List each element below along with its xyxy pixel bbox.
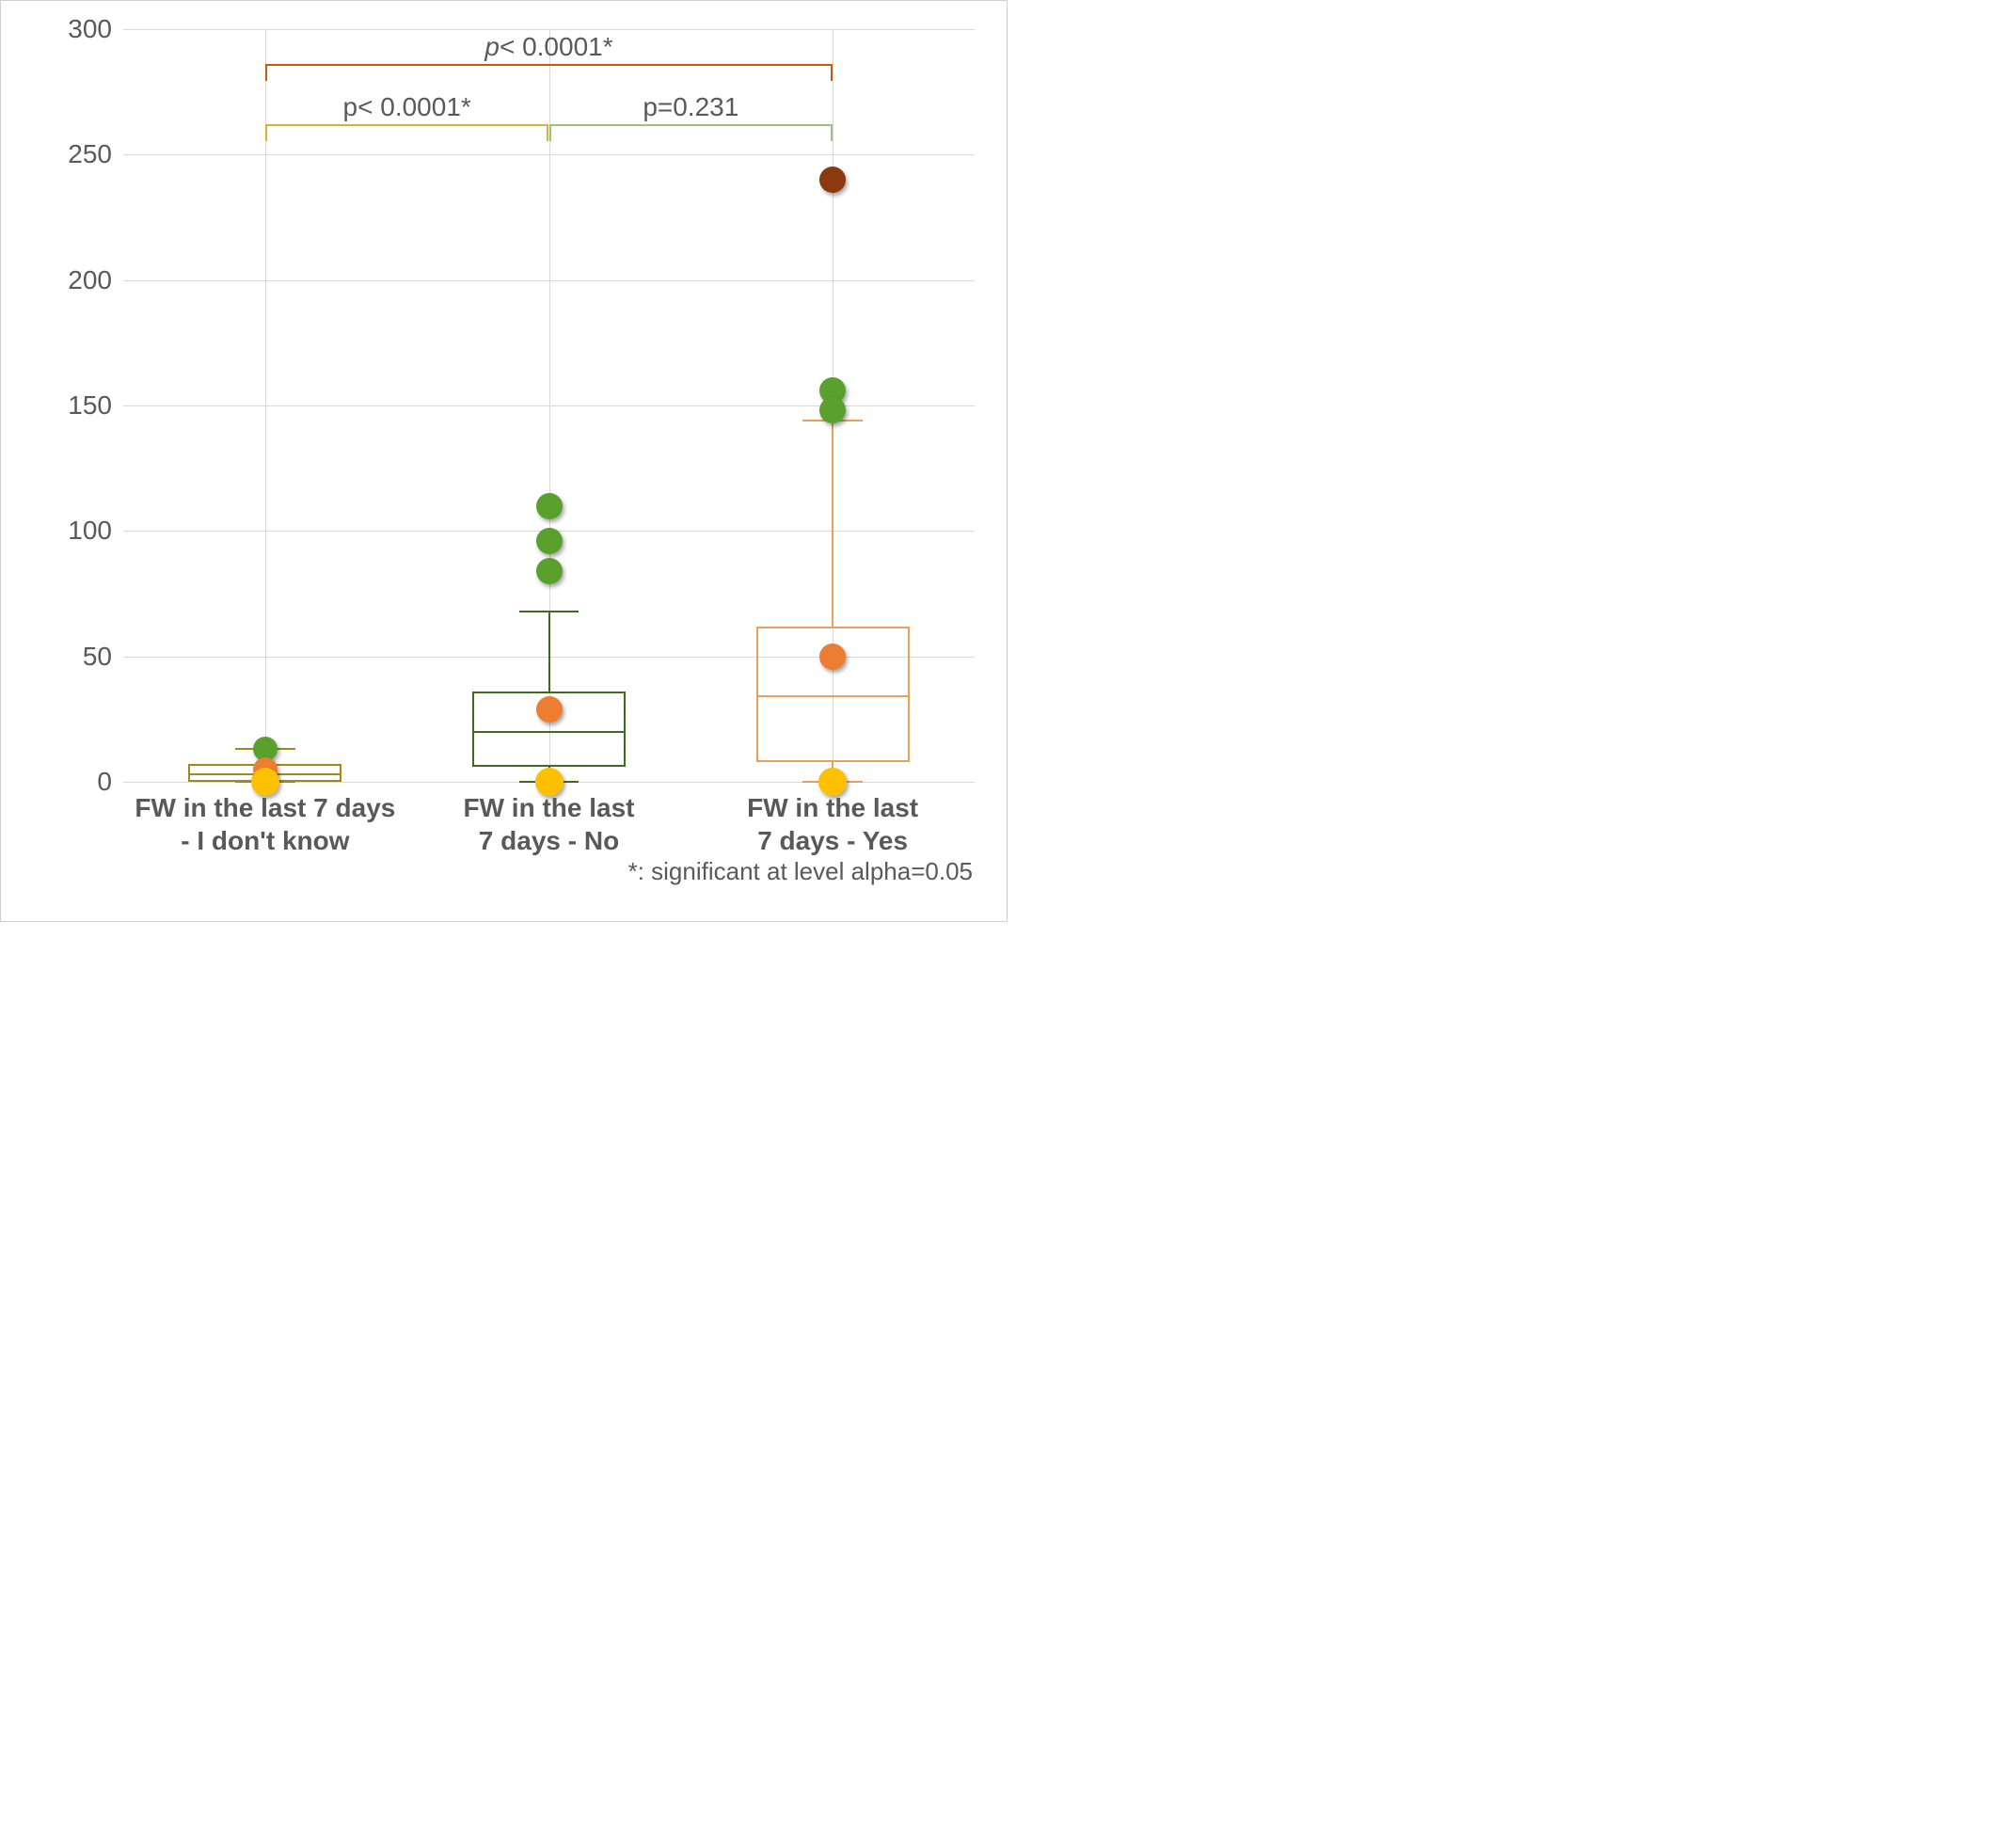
data-point [819,644,846,670]
significance-bracket [265,124,549,141]
median-line [756,695,910,697]
whisker-stem [548,612,550,692]
data-point [536,528,563,554]
whisker-stem [832,421,833,627]
whisker-cap [519,611,579,612]
data-point [536,493,563,519]
ytick-label: 300 [68,14,112,44]
xtick-label: FW in the last7 days - Yes [747,791,918,857]
median-line [472,731,626,733]
ytick-label: 50 [83,642,112,672]
data-point [819,167,846,193]
ytick-label: 0 [97,767,112,797]
plot-area: 050100150200250300FW in the last 7 days-… [123,29,975,782]
significance-label: p=0.231 [643,92,738,122]
ytick-label: 150 [68,390,112,421]
ytick-label: 100 [68,516,112,546]
xtick-label: FW in the last 7 days- I don't know [135,791,395,857]
ytick-label: 200 [68,265,112,295]
significance-label: p< 0.0001* [484,32,612,62]
significance-bracket [265,64,833,81]
significance-bracket [549,124,833,141]
data-point [536,558,563,584]
data-point [536,696,563,723]
chart-container: 0 50 100 150 200 250 300 FW in the last 7 days-… [0,0,1008,922]
significance-label: p< 0.0001* [343,92,471,122]
xtick-label: FW in the last7 days - No [464,791,635,857]
footnote: *: significant at level alpha=0.05 [628,857,973,886]
gridline-v [265,29,266,782]
data-point [819,397,846,423]
ytick-label: 250 [68,139,112,169]
